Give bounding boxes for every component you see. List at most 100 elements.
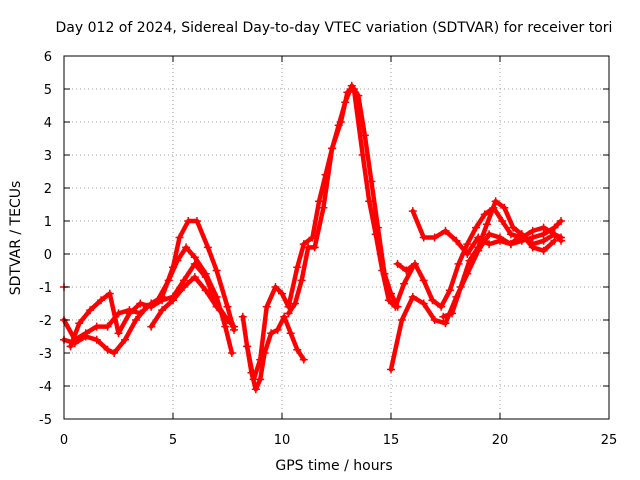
x-tick-label: 5 xyxy=(169,433,177,448)
data-point xyxy=(256,355,265,364)
data-point xyxy=(557,217,566,225)
data-point xyxy=(448,309,457,318)
y-tick-label: 4 xyxy=(44,116,52,131)
data-point xyxy=(485,240,494,249)
y-tick-label: 1 xyxy=(44,215,52,230)
data-point xyxy=(92,335,101,344)
data-point xyxy=(243,342,252,351)
data-point xyxy=(299,240,308,249)
series-trace xyxy=(61,218,237,343)
data-point xyxy=(482,220,491,229)
data-point xyxy=(539,246,548,255)
data-point xyxy=(190,273,199,282)
data-point xyxy=(103,322,112,331)
series-satellite-track-2 xyxy=(60,217,239,344)
data-point xyxy=(441,319,450,328)
y-tick-label: -1 xyxy=(39,281,52,296)
y-tick-label: 5 xyxy=(44,83,52,98)
data-point xyxy=(410,259,419,268)
data-point xyxy=(136,299,145,308)
data-point xyxy=(408,207,417,216)
data-point xyxy=(393,259,402,268)
data-point xyxy=(291,299,300,308)
data-point xyxy=(472,223,481,232)
data-point xyxy=(319,203,328,212)
data-point xyxy=(131,316,140,324)
data-point xyxy=(230,322,239,331)
data-point xyxy=(539,236,548,245)
data-point xyxy=(419,233,428,242)
data-point xyxy=(349,85,358,93)
data-point xyxy=(114,329,123,338)
data-point xyxy=(371,230,380,239)
data-point xyxy=(158,306,167,315)
data-point xyxy=(286,329,295,338)
data-point xyxy=(251,385,260,394)
data-point xyxy=(299,355,308,364)
series-satellite-track-10 xyxy=(408,207,566,258)
data-point xyxy=(201,286,210,295)
data-point xyxy=(430,316,439,324)
data-point xyxy=(201,273,210,282)
series-satellite-track-1 xyxy=(60,243,236,357)
data-point xyxy=(343,88,352,97)
x-tick-label: 15 xyxy=(383,433,400,448)
data-point xyxy=(81,329,90,338)
data-point xyxy=(367,177,376,186)
data-point xyxy=(182,243,191,252)
y-tick-labels: -5 -4 -3 -2 -1 0 1 2 3 4 5 6 xyxy=(39,50,52,428)
data-point xyxy=(169,263,177,272)
series-trace xyxy=(286,86,416,316)
data-point xyxy=(280,312,289,321)
data-point xyxy=(184,217,193,225)
data-point xyxy=(223,316,232,324)
y-tick-label: 6 xyxy=(44,50,52,65)
series-satellite-track-7 xyxy=(284,85,417,318)
y-tick-label: -3 xyxy=(39,347,52,362)
data-point xyxy=(496,236,504,245)
ticks xyxy=(63,55,610,420)
data-point xyxy=(485,230,494,239)
data-point xyxy=(192,217,201,225)
chart-title: Day 012 of 2024, Sidereal Day-to-day VTE… xyxy=(56,20,613,36)
data-point xyxy=(437,302,446,311)
data-point xyxy=(169,296,177,305)
y-tick-label: 2 xyxy=(44,182,52,197)
data-point xyxy=(452,236,461,245)
data-point xyxy=(517,230,526,239)
data-point xyxy=(391,302,400,311)
data-point xyxy=(402,266,411,275)
data-point xyxy=(315,197,324,206)
data-point xyxy=(454,259,463,268)
data-point xyxy=(506,230,515,239)
data-point xyxy=(550,236,559,245)
data-point xyxy=(439,312,448,321)
series-satellite-track-6 xyxy=(243,81,402,384)
data-point xyxy=(474,243,483,252)
series-satellite-track-11 xyxy=(439,197,559,321)
data-point xyxy=(428,296,437,305)
data-point xyxy=(278,289,286,298)
y-tick-label: 3 xyxy=(44,149,52,164)
data-point xyxy=(121,335,130,344)
data-point xyxy=(441,226,450,235)
series-trace xyxy=(395,205,564,310)
data-point xyxy=(75,319,84,328)
data-point xyxy=(262,302,271,311)
data-point xyxy=(358,151,367,159)
data-point xyxy=(179,283,188,291)
x-tick-label: 25 xyxy=(601,433,618,448)
y-axis-label: SDTVAR / TECUs xyxy=(8,181,24,296)
data-point xyxy=(212,302,221,311)
data-point xyxy=(336,118,345,126)
data-point xyxy=(463,240,472,249)
data-point xyxy=(223,302,232,311)
data-point xyxy=(430,233,439,242)
data-point xyxy=(445,286,454,295)
data-point xyxy=(491,197,500,206)
data-point xyxy=(92,322,101,331)
data-point xyxy=(66,342,75,351)
data-point xyxy=(293,345,302,354)
data-point xyxy=(328,144,337,153)
data-point xyxy=(158,296,167,305)
